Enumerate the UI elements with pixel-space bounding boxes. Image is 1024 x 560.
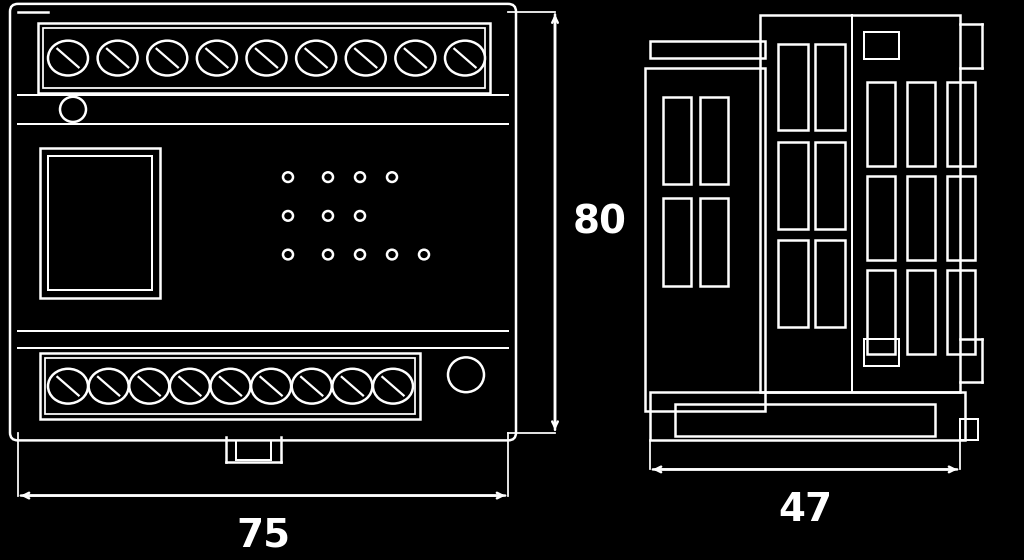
Bar <box>961 419 978 440</box>
Bar <box>40 148 160 298</box>
Bar <box>650 41 765 58</box>
Bar <box>907 82 935 166</box>
Bar <box>907 176 935 260</box>
Bar <box>48 156 152 291</box>
Bar <box>867 270 895 354</box>
Bar <box>650 392 965 440</box>
Bar <box>947 82 975 166</box>
Bar <box>700 198 728 286</box>
Bar <box>907 270 935 354</box>
Bar <box>864 32 899 59</box>
Bar <box>815 44 845 130</box>
Text: 80: 80 <box>573 203 627 241</box>
Bar <box>864 339 899 366</box>
Bar <box>38 23 490 93</box>
Bar <box>778 142 808 228</box>
Bar <box>867 176 895 260</box>
Bar <box>947 176 975 260</box>
Bar <box>663 97 691 184</box>
Bar <box>645 68 765 412</box>
Bar <box>40 353 420 419</box>
Bar <box>760 15 961 392</box>
Bar <box>815 240 845 327</box>
Text: 75: 75 <box>236 517 290 555</box>
Bar <box>778 44 808 130</box>
Bar <box>778 240 808 327</box>
Bar <box>45 358 415 414</box>
Bar <box>947 270 975 354</box>
Bar <box>663 198 691 286</box>
Bar <box>867 82 895 166</box>
Bar <box>43 28 485 88</box>
Bar <box>675 404 935 436</box>
Text: 47: 47 <box>778 491 833 529</box>
Bar <box>815 142 845 228</box>
Bar <box>700 97 728 184</box>
